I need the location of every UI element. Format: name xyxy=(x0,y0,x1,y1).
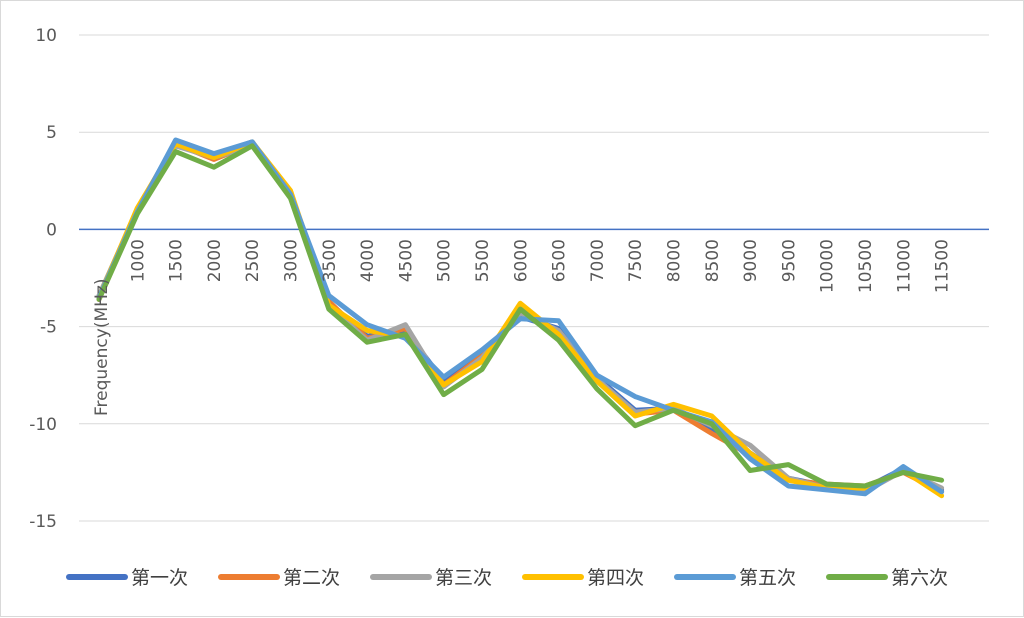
x-tick-label: 1500 xyxy=(167,239,187,282)
x-tick-label: 7000 xyxy=(588,239,608,282)
x-tick-label: 10000 xyxy=(818,239,838,293)
x-tick-label: 8500 xyxy=(703,239,723,282)
x-tick-label: 3500 xyxy=(320,239,340,282)
x-tick-label: 9000 xyxy=(741,239,761,282)
legend: 第一次 第二次 第三次 第四次 第五次 第六次 xyxy=(66,567,948,589)
x-tick-label: 6000 xyxy=(511,239,531,282)
x-tick-label: 11000 xyxy=(894,239,914,293)
y-tick-label: -10 xyxy=(29,415,57,435)
legend-entry: 第三次 xyxy=(370,567,492,589)
y-tick-label: -5 xyxy=(40,318,57,338)
legend-label: 第五次 xyxy=(739,567,796,589)
x-tick-label: 4500 xyxy=(396,239,416,282)
legend-label: 第二次 xyxy=(283,567,340,589)
x-tick-label: 3000 xyxy=(282,239,302,282)
legend-entry: 第五次 xyxy=(674,567,796,589)
x-tick-label: 5000 xyxy=(435,239,455,282)
series-line-6 xyxy=(96,143,945,489)
y-tick-label: -15 xyxy=(29,512,57,532)
legend-label: 第六次 xyxy=(891,567,948,589)
legend-label: 第四次 xyxy=(587,567,644,589)
x-tick-label: 4000 xyxy=(358,239,378,282)
x-tick-label: 2500 xyxy=(243,239,263,282)
x-tick-label: 6500 xyxy=(550,239,570,282)
legend-label: 第三次 xyxy=(435,567,492,589)
y-tick-label: 5 xyxy=(46,123,57,143)
x-axis-title: Frequency(MHz) xyxy=(92,279,112,416)
y-tick-label: 10 xyxy=(35,26,57,46)
y-tick-label: 0 xyxy=(46,220,57,240)
x-tick-label: 8000 xyxy=(665,239,685,282)
x-axis-tick-labels: 1000 1500 2000 2500 3000 3500 4000 4500 5000 5500… xyxy=(128,239,952,293)
legend-entry: 第一次 xyxy=(66,567,188,589)
x-tick-label: 5500 xyxy=(473,239,493,282)
series-lines xyxy=(96,137,945,499)
x-tick-label: 11500 xyxy=(933,239,953,293)
legend-entry: 第二次 xyxy=(218,567,340,589)
gridlines xyxy=(79,34,989,522)
series-line-5 xyxy=(96,137,945,497)
legend-entry: 第六次 xyxy=(826,567,948,589)
y-axis-tick-labels: 10 5 0 -5 -10 -15 xyxy=(29,26,57,532)
x-tick-label: 2000 xyxy=(205,239,225,282)
x-tick-label: 10500 xyxy=(856,239,876,293)
legend-label: 第一次 xyxy=(131,567,188,589)
x-tick-label: 7500 xyxy=(626,239,646,282)
x-tick-label: 1000 xyxy=(128,239,148,282)
x-tick-label: 9500 xyxy=(779,239,799,282)
legend-entry: 第四次 xyxy=(522,567,644,589)
